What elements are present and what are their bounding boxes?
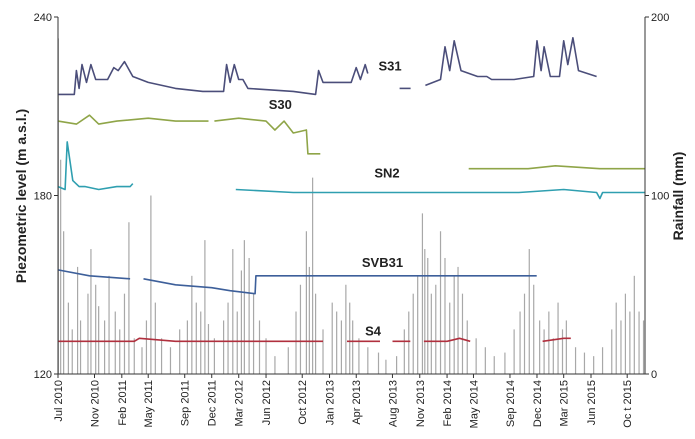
x-tick-label: Oct 2012 bbox=[297, 380, 309, 425]
tick-labels: 240 180 120 200 100 0 Jul 2010 Nov 2010 Feb 2011… bbox=[34, 12, 670, 428]
series-line-s30 bbox=[214, 117, 321, 155]
y2-axis-title: Rainfall (mm) bbox=[670, 152, 686, 241]
series-label-s31: S31 bbox=[379, 59, 402, 74]
y-tick-label: 240 bbox=[34, 12, 52, 24]
series-label-s30: S30 bbox=[269, 97, 292, 112]
x-tick-label: Nov 2013 bbox=[415, 380, 427, 427]
x-tick-label: May 2014 bbox=[468, 380, 480, 428]
rainfall-bars bbox=[57, 38, 645, 374]
series-label-sn2: SN2 bbox=[374, 166, 399, 181]
x-tick-label: Dec 2014 bbox=[532, 380, 544, 427]
x-tick-label: May 2011 bbox=[143, 380, 155, 428]
x-tick-label: Sep 2011 bbox=[180, 380, 192, 426]
x-tick-label: Jun 2015 bbox=[586, 380, 598, 425]
x-tick-label: Sep 2014 bbox=[505, 380, 517, 427]
series-line-svb31 bbox=[57, 269, 131, 280]
y-axis-title: Piezometric level (m a.s.l.) bbox=[13, 109, 29, 283]
y2-tick-label: 100 bbox=[651, 191, 669, 203]
x-tick-label: Mar 2012 bbox=[234, 380, 246, 426]
series-line-s4 bbox=[58, 337, 323, 343]
series-labels: S31 S30 SN2 SVB31 S4 bbox=[269, 59, 403, 339]
series-line-s31 bbox=[58, 60, 369, 96]
series-lines bbox=[57, 37, 645, 343]
series-line-s30 bbox=[57, 114, 209, 125]
x-tick-label: Jun 2012 bbox=[261, 380, 273, 425]
series-line-s4 bbox=[423, 337, 471, 343]
x-tick-label: Apr 2013 bbox=[351, 380, 363, 425]
series-label-s4: S4 bbox=[365, 323, 382, 338]
x-tick-label: Dec 2011 bbox=[207, 380, 219, 426]
y2-tick-label: 0 bbox=[651, 369, 657, 381]
series-line-s4 bbox=[542, 337, 571, 343]
x-tick-label: Feb 2011 bbox=[117, 380, 129, 426]
y-tick-label: 180 bbox=[34, 191, 52, 203]
x-tick-label: Oc t 2015 bbox=[622, 380, 634, 428]
x-tick-label: Jan 2013 bbox=[325, 380, 337, 425]
series-line-sn2 bbox=[235, 188, 645, 200]
series-line-svb31 bbox=[143, 275, 537, 295]
x-tick-label: Nov 2010 bbox=[90, 380, 102, 427]
series-label-svb31: SVB31 bbox=[362, 255, 403, 270]
x-tick-label: Aug 2013 bbox=[387, 380, 399, 427]
y-tick-label: 120 bbox=[34, 369, 52, 381]
x-tick-label: Feb 2014 bbox=[442, 380, 454, 426]
y2-tick-label: 200 bbox=[651, 12, 669, 24]
series-line-sn2-upper bbox=[468, 165, 645, 170]
x-tick-label: Mar 2015 bbox=[559, 380, 571, 426]
x-tick-label: Jul 2010 bbox=[53, 380, 65, 422]
series-line-sn2 bbox=[57, 141, 134, 191]
series-line-s31 bbox=[425, 37, 597, 87]
